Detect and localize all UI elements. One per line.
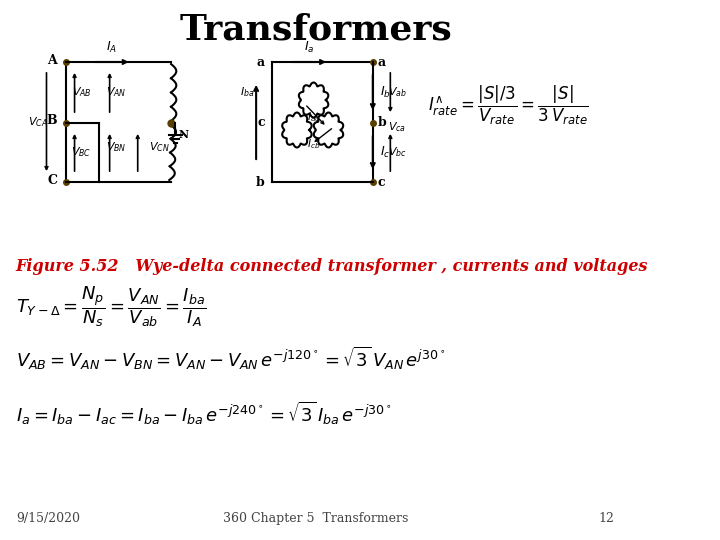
Text: N: N (178, 129, 188, 140)
Text: $V_{bc}$: $V_{bc}$ (388, 146, 407, 159)
Text: $V_{AB}$: $V_{AB}$ (72, 86, 91, 99)
Text: b: b (377, 117, 386, 130)
Text: 360 Chapter 5  Transformers: 360 Chapter 5 Transformers (223, 512, 408, 525)
Text: $I_{ac}$: $I_{ac}$ (307, 110, 320, 124)
Text: $I_{cb}$: $I_{cb}$ (307, 137, 320, 151)
Text: $I_{ba}$: $I_{ba}$ (240, 85, 255, 99)
Text: $V_{BN}$: $V_{BN}$ (107, 140, 127, 154)
Text: $I_{rate}^{\wedge} = \dfrac{|S|/3}{V_{rate}} = \dfrac{|S|}{3\,V_{rate}}$: $I_{rate}^{\wedge} = \dfrac{|S|/3}{V_{ra… (428, 83, 589, 126)
Text: c: c (257, 117, 265, 130)
Text: A: A (48, 53, 57, 66)
Text: a: a (257, 56, 265, 69)
Text: b: b (256, 176, 265, 188)
Text: c: c (377, 176, 384, 188)
Text: $I_A$: $I_A$ (106, 40, 117, 55)
Text: $I_a$: $I_a$ (304, 40, 314, 55)
Text: $T_{Y-\Delta} = \dfrac{N_p}{N_s} = \dfrac{V_{AN}}{V_{ab}} = \dfrac{I_{ba}}{I_A}$: $T_{Y-\Delta} = \dfrac{N_p}{N_s} = \dfra… (16, 285, 206, 329)
Text: 12: 12 (598, 512, 614, 525)
Text: Transformers: Transformers (179, 12, 452, 46)
Text: $I_c$: $I_c$ (380, 145, 390, 160)
Text: $V_{AN}$: $V_{AN}$ (107, 86, 127, 99)
Text: B: B (46, 114, 57, 127)
Text: Figure 5.52   Wye-delta connected transformer , currents and voltages: Figure 5.52 Wye-delta connected transfor… (16, 258, 648, 275)
Text: $V_{ca}$: $V_{ca}$ (388, 120, 406, 134)
Text: $V_{BC}$: $V_{BC}$ (71, 146, 91, 159)
Text: $I_b$: $I_b$ (380, 85, 391, 100)
Text: $I_a = I_{ba} - I_{ac} = I_{ba} - I_{ba}\, e^{-j240^\circ} = \sqrt{3}\, I_{ba}\,: $I_a = I_{ba} - I_{ac} = I_{ba} - I_{ba}… (16, 400, 392, 427)
Text: $V_{AB} = V_{AN} - V_{BN} = V_{AN} - V_{AN}\, e^{-j120^\circ} = \sqrt{3}\, V_{AN: $V_{AB} = V_{AN} - V_{BN} = V_{AN} - V_{… (16, 345, 445, 372)
Text: $V_{ab}$: $V_{ab}$ (388, 86, 407, 99)
Text: $V_{CA}$: $V_{CA}$ (28, 115, 48, 129)
Text: $V_{CN}$: $V_{CN}$ (149, 140, 170, 154)
Text: 9/15/2020: 9/15/2020 (16, 512, 80, 525)
Text: a: a (377, 56, 385, 69)
Text: C: C (47, 173, 57, 186)
